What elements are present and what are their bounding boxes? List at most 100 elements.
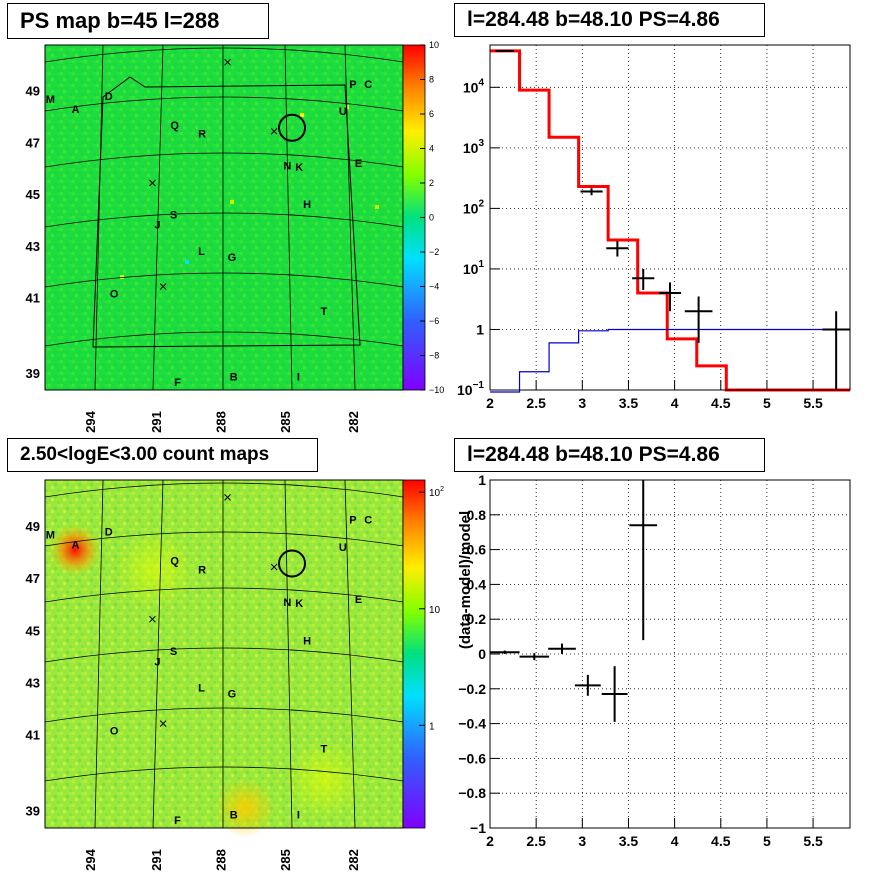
source-label: S: [170, 209, 177, 221]
longitude-line: [344, 479, 356, 829]
diffuse-hotspot: [115, 530, 195, 610]
source-b-hotspot: [215, 778, 275, 838]
source-label: U: [339, 542, 347, 554]
y-tick-label: 39: [26, 366, 40, 381]
y-tick-label: 41: [26, 291, 40, 306]
y-tick-label: 47: [26, 571, 40, 586]
latitude-line: [44, 96, 404, 112]
colorbar-tick-label: 0: [429, 213, 434, 223]
longitude-line: [152, 44, 164, 391]
source-label: T: [321, 306, 328, 318]
source-label: L: [198, 683, 205, 695]
colorbar-tick-label: −10: [429, 385, 444, 395]
source-label: B: [230, 372, 238, 384]
y-tick-label: −1: [470, 820, 486, 836]
y-tick-label: 47: [26, 135, 40, 150]
x-tick-label: 2.5: [526, 395, 546, 411]
x-tick-label: 4: [671, 395, 679, 411]
y-tick-label: 10−1: [457, 380, 484, 398]
y-tick-label: 0.6: [467, 542, 487, 558]
source-label: F: [174, 377, 181, 389]
colorbar-tick-label: −8: [429, 351, 439, 361]
x-tick-label: 4.5: [711, 833, 731, 849]
latitude-line: [44, 647, 404, 663]
y-tick-label: −0.2: [458, 681, 486, 697]
longitude-line: [94, 44, 104, 391]
model-histogram: [490, 328, 850, 393]
source-label: Q: [170, 120, 179, 132]
y-tick-label: −0.6: [458, 750, 486, 766]
source-label: D: [105, 91, 113, 103]
map-pixel-hotspot: [230, 200, 234, 204]
source-label: B: [230, 809, 238, 821]
x-tick-label: 294: [83, 410, 98, 432]
colorbar-tick-label: 102: [429, 486, 444, 499]
source-label: M: [46, 530, 55, 542]
y-tick-label: 0: [478, 646, 486, 662]
x-tick-label: 2: [486, 395, 494, 411]
longitude-line: [152, 479, 164, 829]
source-label: P: [349, 514, 356, 526]
source-label: J: [154, 656, 160, 668]
colorbar-tick-label: 10: [429, 605, 441, 616]
count-map-panel: M A D P C U Q R N K E H SJ L G O T F B I 49 47 45 43 41 39 294 291 2…: [26, 479, 444, 871]
longitude-line: [284, 44, 293, 391]
x-tick-label: 285: [278, 411, 293, 433]
x-tick-label: 3.5: [619, 833, 639, 849]
source-label: J: [154, 220, 160, 232]
x-tick-label: 4: [671, 833, 679, 849]
y-tick-label: 103: [463, 138, 485, 156]
ps-map-title: PS map b=45 l=288: [7, 3, 269, 39]
x-tick-label: 294: [83, 848, 98, 870]
cross-marker: [149, 179, 156, 187]
source-label: K: [295, 162, 303, 174]
colorbar-tick-label: −4: [429, 282, 439, 292]
ps-spectrum-panel: 10−1 1 101 102 103 104 2 2.5 3 3.5 4 4.5 5 5.5: [457, 44, 851, 411]
source-label: A: [71, 104, 79, 116]
y-tick-label: 104: [463, 77, 485, 95]
source-label: H: [303, 635, 311, 647]
x-tick-label: 5.5: [803, 395, 823, 411]
y-tick-label: 45: [26, 623, 40, 638]
latitude-line: [44, 212, 404, 228]
residual-title: l=284.48 b=48.10 PS=4.86: [454, 438, 765, 472]
latitude-line: [44, 152, 404, 168]
map-pixel-hotspot: [300, 113, 304, 117]
source-label: T: [321, 743, 328, 755]
ps-spectrum-title: l=284.48 b=48.10 PS=4.86: [454, 3, 765, 37]
cross-marker: [159, 283, 167, 290]
cross-marker: [270, 563, 278, 571]
y-tick-label: 1: [478, 472, 486, 488]
y-tick-label: −0.8: [458, 785, 486, 801]
ps-map-panel: M A D P C U Q R N K E H SJ L G O T F B I 49 47 45 43 41 39 294 291 2…: [26, 40, 445, 433]
x-tick-label: 282: [346, 411, 361, 433]
colorbar-tick-label: 6: [429, 109, 434, 119]
source-label: E: [355, 158, 362, 170]
y-tick-label: 101: [463, 259, 485, 277]
x-tick-label: 282: [346, 849, 361, 871]
y-tick-label: 0.8: [467, 507, 487, 523]
longitude-line: [284, 479, 293, 829]
colorbar-tick-label: 10: [429, 40, 439, 50]
source-label: N: [283, 597, 291, 609]
y-tick-label: 39: [26, 804, 40, 819]
map-pixel-hotspot: [120, 275, 124, 279]
y-tick-label: 43: [26, 676, 40, 691]
source-label: U: [339, 106, 347, 118]
colorbar-tick-label: 1: [429, 721, 435, 732]
diffuse-hotspot: [285, 740, 365, 820]
source-label: F: [174, 815, 181, 827]
source-label: S: [170, 646, 177, 658]
source-label: A: [71, 540, 79, 552]
source-label: R: [198, 129, 206, 141]
x-tick-label: 288: [213, 849, 228, 871]
x-tick-label: 3: [578, 395, 586, 411]
source-label: O: [110, 726, 119, 738]
source-label: K: [295, 598, 303, 610]
source-label: H: [303, 199, 311, 211]
y-tick-label: 49: [26, 84, 40, 99]
x-tick-label: 4.5: [711, 395, 731, 411]
source-a-hotspot: [49, 524, 101, 576]
source-label: N: [283, 161, 291, 173]
latitude-line: [44, 766, 404, 782]
